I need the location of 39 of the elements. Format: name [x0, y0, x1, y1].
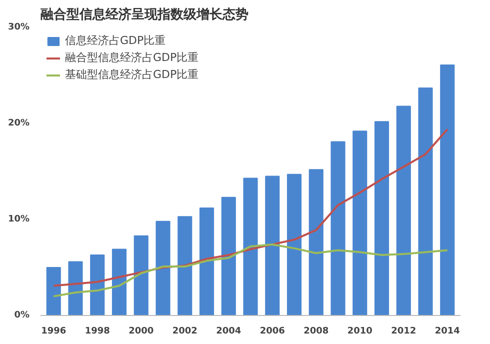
bar — [396, 106, 411, 316]
y-tick-label: 0% — [14, 310, 30, 320]
line-series — [52, 128, 448, 287]
bar — [286, 174, 302, 316]
bar — [46, 267, 61, 316]
x-tick-label: 2008 — [304, 326, 329, 336]
bar — [68, 261, 83, 316]
line-series — [52, 243, 448, 298]
bar — [374, 121, 390, 316]
y-tick-label: 20% — [8, 118, 30, 128]
x-tick-label: 1996 — [41, 326, 66, 336]
bar — [418, 87, 433, 316]
bar — [221, 196, 236, 316]
y-tick-label: 10% — [8, 214, 30, 224]
x-tick-label: 2004 — [216, 326, 242, 336]
bar — [330, 141, 346, 316]
x-tick-label: 2014 — [434, 326, 460, 336]
bar — [308, 169, 324, 316]
bar — [156, 220, 170, 316]
y-tick-label: 30% — [8, 22, 30, 32]
x-tick-label: 2012 — [391, 326, 416, 336]
bar — [440, 64, 455, 316]
x-tick-label: 2006 — [260, 326, 285, 336]
bar — [352, 130, 368, 316]
legend-label: 融合型信息经济占GDP比重 — [65, 50, 199, 65]
chart-title: 融合型信息经济呈现指数级增长态势 — [40, 6, 248, 22]
x-tick-label: 2002 — [172, 326, 198, 336]
x-tick-label: 1998 — [84, 326, 110, 336]
bar — [178, 216, 192, 316]
bar — [112, 248, 127, 316]
bar — [265, 176, 280, 316]
x-tick-label: 2000 — [128, 326, 154, 336]
bar — [90, 254, 105, 316]
bar — [134, 235, 148, 316]
bar — [243, 178, 258, 316]
legend-label: 信息经济占GDP比重 — [65, 33, 166, 48]
bar — [199, 207, 214, 316]
x-tick-label: 2010 — [347, 326, 372, 336]
legend-label: 基础型信息经济占GDP比重 — [65, 67, 199, 82]
